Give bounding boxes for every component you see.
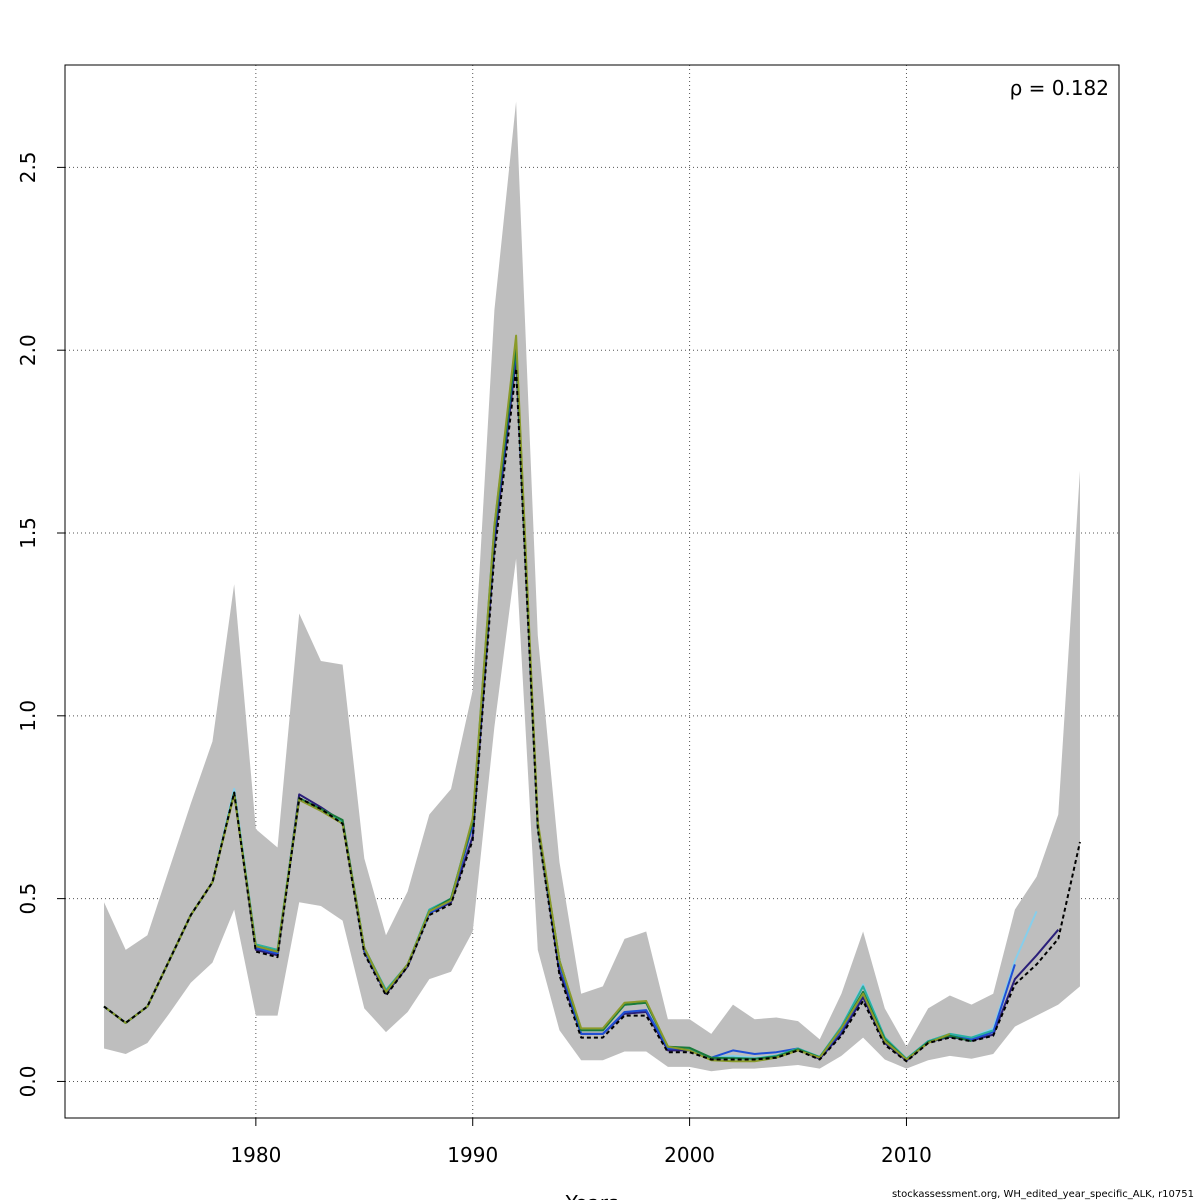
y-tick-label: 2.5 <box>16 151 40 183</box>
y-tick-label: 0.0 <box>16 1066 40 1098</box>
confidence-band <box>104 101 1080 1072</box>
plot-frame <box>64 64 1120 1119</box>
grid-lines <box>65 65 1119 1118</box>
y-tick-label: 1.5 <box>16 517 40 549</box>
series-line-1 <box>103 367 1081 1063</box>
x-tick-label: 1980 <box>230 1143 281 1167</box>
x-tick-label: 2010 <box>881 1143 932 1167</box>
y-axis: 0.0 0.5 1.0 1.5 2.0 2.5 <box>16 151 65 1097</box>
y-tick-label: 1.0 <box>16 700 40 732</box>
y-tick-label: 0.5 <box>16 883 40 915</box>
rho-annotation: ρ = 0.182 <box>1010 76 1109 100</box>
y-tick-label: 2.0 <box>16 334 40 366</box>
x-tick-label: 2000 <box>664 1143 715 1167</box>
x-axis-title: Years <box>565 1191 619 1200</box>
series-lines-layer <box>103 334 1081 1063</box>
x-tick-label: 1990 <box>447 1143 498 1167</box>
x-axis: 1980 1990 2000 2010 <box>230 1118 932 1167</box>
footer-credit: stockassessment.org, WH_edited_year_spec… <box>892 1189 1194 1200</box>
confidence-band-layer <box>104 101 1080 1072</box>
